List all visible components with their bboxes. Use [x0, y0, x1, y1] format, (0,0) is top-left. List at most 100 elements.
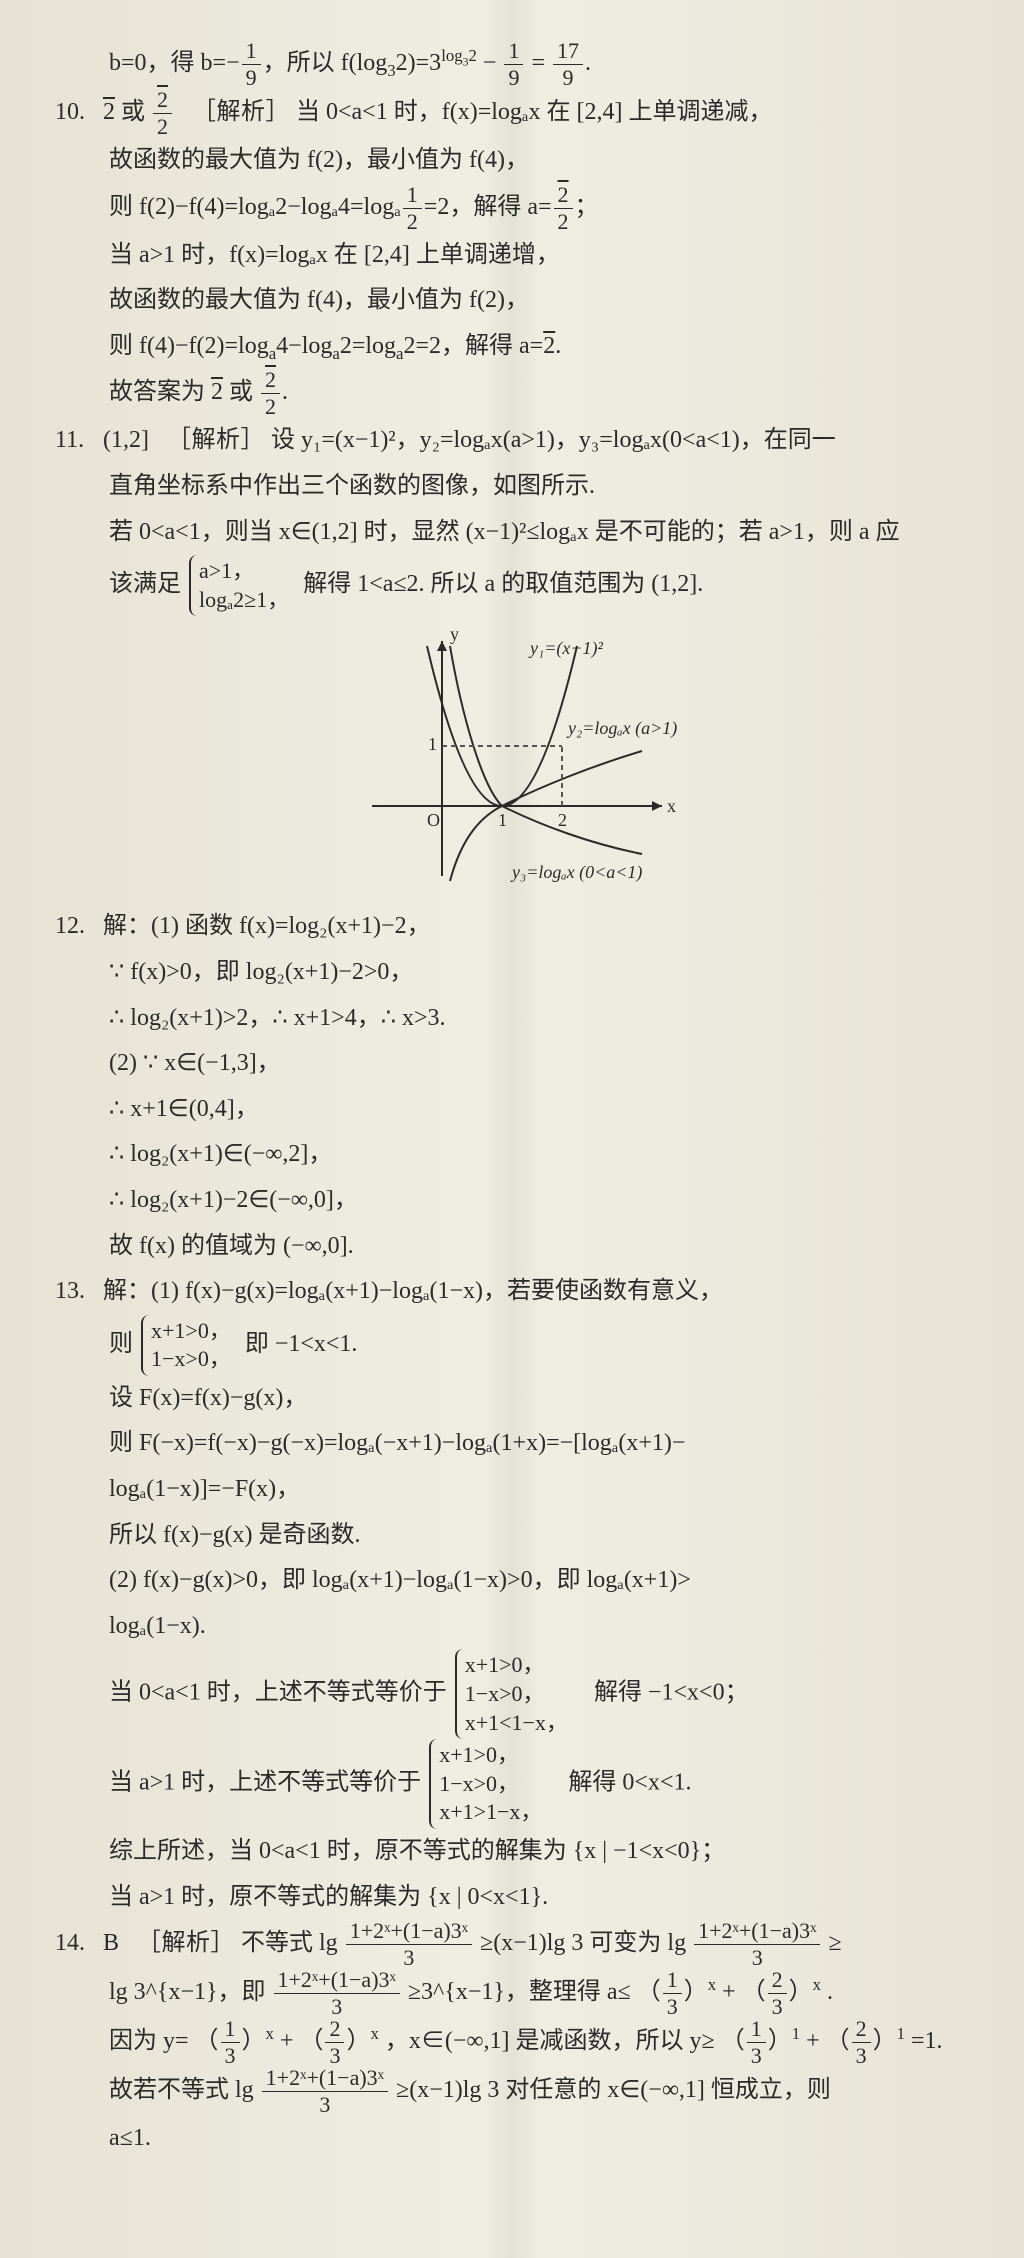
q11-line3: 若 0<a<1，则当 x∈(1,2] 时，显然 (x−1)²≤logₐx 是不可…	[55, 510, 969, 556]
text: 因为 y=	[109, 2028, 189, 2054]
q11-line4: 该满足 a>1， logₐ2≥1， 解得 1<a≤2. 所以 a 的取值范围为 …	[55, 555, 969, 616]
q14-l3: 因为 y= （13）x + （23）x ，x∈(−∞,1] 是减函数，所以 y≥…	[55, 2018, 969, 2067]
text: ≥	[828, 1930, 841, 1956]
text: 不等式 lg	[241, 1930, 338, 1956]
frac: 19	[504, 40, 523, 89]
text: ）1 + （	[768, 2028, 850, 2054]
q11-graph: y x O 1 2 1 y₁=(x−1)² y₂=logₐx (a>1) y₃=…	[332, 626, 692, 886]
tick-1: 1	[498, 810, 507, 830]
axis-x-label: x	[667, 796, 676, 816]
text: ）x	[789, 1979, 821, 2005]
frac: 12	[403, 184, 422, 233]
q12-l6: ∴ log₂(x+1)∈(−∞,2]，	[55, 1132, 969, 1178]
brace-item: x+1>0，	[439, 1741, 542, 1770]
frac: 23	[325, 2018, 344, 2067]
q13-l8: logₐ(1−x).	[55, 1604, 969, 1650]
text: lg 3^{x−1}，即	[109, 1979, 266, 2005]
y-arrow-icon	[437, 641, 447, 651]
pre9-tail: b=0，得 b=−19，所以 f(log32)=3log32 − 19 = 17…	[55, 40, 969, 89]
frac: 19	[242, 40, 261, 89]
q12-l8: 故 f(x) 的值域为 (−∞,0].	[55, 1224, 969, 1270]
q13-l2: 则 x+1>0， 1−x>0， 即 −1<x<1.	[55, 1315, 969, 1376]
q14-line1: 14. B ［解析］ 不等式 lg 1+2ˣ+(1−a)3ˣ3 ≥(x−1)lg…	[55, 1920, 969, 1969]
text: =1.	[911, 2028, 943, 2054]
brace-item: logₐ2≥1，	[199, 586, 289, 615]
q14-l5: a≤1.	[55, 2116, 969, 2162]
q12-l2: ∵ f(x)>0，即 log₂(x+1)−2>0，	[55, 950, 969, 996]
frac: 13	[663, 1969, 682, 2018]
label-y1: y₁=(x−1)²	[528, 638, 604, 659]
text: 当 a>1 时，上述不等式等价于	[109, 1770, 421, 1796]
text: ）1	[873, 2028, 905, 2054]
q10-line3: 则 f(2)−f(4)=logₐ2−logₐ4=logₐ12=2，解得 a=22…	[55, 184, 969, 233]
brace-item: 1−x>0，	[465, 1680, 568, 1709]
q11-line1: 11. (1,2] ［解析］ 设 y₁=(x−1)²，y₂=logₐx(a>1)…	[55, 418, 969, 464]
label-y3: y₃=logₐx (0<a<1)	[510, 862, 642, 883]
text: 当 0<a<1 时，f(x)=logₐx 在 [2,4] 上单调递减，	[296, 99, 772, 125]
q10-line2: 故函数的最大值为 f(2)，最小值为 f(4)，	[55, 138, 969, 184]
text: ，所以 f(log32)=3log32 −	[263, 50, 503, 76]
text: 解：(1) f(x)−g(x)=logₐ(x+1)−logₐ(1−x)，若要使函…	[103, 1278, 723, 1304]
frac: 23	[768, 1969, 787, 2018]
text: .	[282, 379, 288, 405]
text: =2，解得 a=	[424, 194, 552, 220]
text: 解：(1) 函数 f(x)=log₂(x+1)−2，	[103, 913, 431, 939]
q13-l6: 所以 f(x)−g(x) 是奇函数.	[55, 1513, 969, 1559]
q10-line1: 10. 2 或 22 ［解析］ 当 0<a<1 时，f(x)=logₐx 在 […	[55, 89, 969, 138]
q12-l5: ∴ x+1∈(0,4]，	[55, 1087, 969, 1133]
text: 故答案为 2 或	[109, 379, 259, 405]
question-number: 11.	[55, 418, 97, 464]
frac: 13	[747, 2018, 766, 2067]
q12-l4: (2) ∵ x∈(−1,3]，	[55, 1041, 969, 1087]
question-number: 14.	[55, 1921, 97, 1967]
brace-item: x+1>0，	[465, 1651, 568, 1680]
text: ≥(x−1)lg 3 对任意的 x∈(−∞,1] 恒成立，则	[396, 2077, 831, 2103]
q10-line4: 当 a>1 时，f(x)=logₐx 在 [2,4] 上单调递增，	[55, 233, 969, 279]
axis-y-label: y	[450, 626, 459, 644]
q10-line5: 故函数的最大值为 f(4)，最小值为 f(2)，	[55, 278, 969, 324]
text: ；	[575, 194, 599, 220]
frac: 1+2ˣ+(1−a)3ˣ3	[274, 1969, 400, 2018]
answer: 2 或	[103, 99, 151, 125]
label-y2: y₂=logₐx (a>1)	[566, 718, 677, 739]
q13-l5: logₐ(1−x)]=−F(x)，	[55, 1467, 969, 1513]
q13-l11: 综上所述，当 0<a<1 时，原不等式的解集为 {x | −1<x<0}；	[55, 1829, 969, 1875]
brace-item: x+1<1−x，	[465, 1709, 568, 1738]
frac: 1+2ˣ+(1−a)3ˣ3	[262, 2067, 388, 2116]
text: .	[827, 1979, 833, 2005]
text: 当 0<a<1 时，上述不等式等价于	[109, 1680, 447, 1706]
text: ，x∈(−∞,1] 是减函数，所以 y≥	[385, 2028, 715, 2054]
text: 解得 1<a≤2. 所以 a 的取值范围为 (1,2].	[303, 571, 703, 597]
q14-l4: 故若不等式 lg 1+2ˣ+(1−a)3ˣ3 ≥(x−1)lg 3 对任意的 x…	[55, 2067, 969, 2116]
q11-graph-container: y x O 1 2 1 y₁=(x−1)² y₂=logₐx (a>1) y₃=…	[55, 616, 969, 904]
brace-item: 1−x>0，	[439, 1770, 542, 1799]
text: ）x	[346, 2028, 378, 2054]
frac: 1+2ˣ+(1−a)3ˣ3	[346, 1920, 472, 1969]
text: ≥3^{x−1}，整理得 a≤	[408, 1979, 631, 2005]
question-number: 10.	[55, 90, 97, 136]
text: =	[525, 50, 551, 76]
answer: (1,2]	[103, 427, 149, 453]
q13-l3: 设 F(x)=f(x)−g(x)，	[55, 1376, 969, 1422]
frac: 13	[221, 2018, 240, 2067]
answer: B	[103, 1930, 119, 1956]
text: b=0，得 b=−	[109, 50, 240, 76]
brace: x+1>0， 1−x>0， x+1>1−x，	[429, 1739, 548, 1829]
q13-l7: (2) f(x)−g(x)>0，即 logₐ(x+1)−logₐ(1−x)>0，…	[55, 1558, 969, 1604]
text: 则 f(2)−f(4)=logₐ2−logₐ4=logₐ	[109, 194, 401, 220]
analysis-label: ［解析］	[137, 1930, 235, 1956]
tick-y1: 1	[428, 734, 437, 754]
frac: 22	[554, 184, 573, 233]
frac: 22	[261, 369, 280, 418]
question-number: 13.	[55, 1269, 97, 1315]
q13-l10: 当 a>1 时，上述不等式等价于 x+1>0， 1−x>0， x+1>1−x， …	[55, 1739, 969, 1829]
q13-line1: 13. 解：(1) f(x)−g(x)=logₐ(x+1)−logₐ(1−x)，…	[55, 1269, 969, 1315]
q12-line1: 12. 解：(1) 函数 f(x)=log₂(x+1)−2，	[55, 904, 969, 950]
q13-l4: 则 F(−x)=f(−x)−g(−x)=logₐ(−x+1)−logₐ(1+x)…	[55, 1421, 969, 1467]
text: （	[721, 2028, 745, 2054]
page-root: b=0，得 b=−19，所以 f(log32)=3log32 − 19 = 17…	[0, 0, 1024, 2258]
text: 该满足	[109, 571, 181, 597]
text: ）x + （	[242, 2028, 324, 2054]
brace-item: x+1>1−x，	[439, 1798, 542, 1827]
x-arrow-icon	[652, 801, 662, 811]
